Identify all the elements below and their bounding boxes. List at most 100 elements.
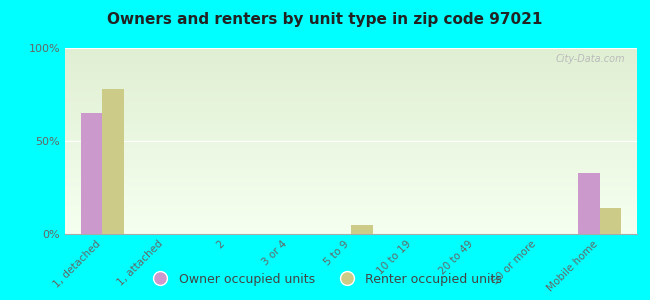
- Bar: [65, 94, 637, 96]
- Bar: [65, 137, 637, 139]
- Bar: [65, 189, 637, 191]
- Bar: [65, 200, 637, 202]
- Bar: [65, 195, 637, 197]
- Bar: [65, 165, 637, 167]
- Bar: [65, 182, 637, 184]
- Bar: [65, 191, 637, 193]
- Bar: [351, 225, 372, 234]
- Bar: [65, 48, 637, 50]
- Bar: [65, 217, 637, 219]
- Bar: [65, 102, 637, 104]
- Bar: [65, 82, 637, 83]
- Bar: [65, 199, 637, 200]
- Bar: [65, 167, 637, 169]
- Bar: [65, 172, 637, 175]
- Bar: [65, 106, 637, 107]
- Bar: [65, 68, 637, 70]
- Legend: Owner occupied units, Renter occupied units: Owner occupied units, Renter occupied un…: [143, 268, 507, 291]
- Bar: [65, 193, 637, 195]
- Bar: [65, 122, 637, 124]
- Bar: [65, 80, 637, 82]
- Bar: [65, 158, 637, 160]
- Bar: [65, 130, 637, 132]
- Bar: [65, 128, 637, 130]
- Bar: [65, 98, 637, 100]
- Bar: [65, 221, 637, 223]
- Bar: [65, 52, 637, 54]
- Bar: [65, 91, 637, 93]
- Bar: [65, 184, 637, 186]
- Bar: [65, 132, 637, 134]
- Bar: [65, 139, 637, 141]
- Text: City-Data.com: City-Data.com: [556, 54, 625, 64]
- Bar: [65, 210, 637, 212]
- Bar: [65, 206, 637, 208]
- Bar: [65, 212, 637, 214]
- Bar: [65, 148, 637, 150]
- Bar: [65, 208, 637, 210]
- Bar: [578, 172, 600, 234]
- Bar: [65, 186, 637, 188]
- Bar: [65, 154, 637, 156]
- Bar: [600, 208, 621, 234]
- Bar: [65, 134, 637, 135]
- Bar: [65, 178, 637, 180]
- Bar: [65, 180, 637, 182]
- Bar: [65, 223, 637, 225]
- Bar: [65, 225, 637, 226]
- Bar: [65, 104, 637, 106]
- Bar: [65, 219, 637, 221]
- Bar: [65, 147, 637, 148]
- Bar: [65, 100, 637, 102]
- Bar: [65, 57, 637, 59]
- Bar: [65, 78, 637, 80]
- Text: Owners and renters by unit type in zip code 97021: Owners and renters by unit type in zip c…: [107, 12, 543, 27]
- Bar: [65, 85, 637, 87]
- Bar: [65, 87, 637, 89]
- Bar: [65, 65, 637, 67]
- Bar: [65, 76, 637, 78]
- Bar: [65, 145, 637, 147]
- Bar: [65, 161, 637, 163]
- Bar: [65, 171, 637, 172]
- Bar: [65, 96, 637, 98]
- Bar: [65, 50, 637, 52]
- Bar: [65, 126, 637, 128]
- Bar: [65, 135, 637, 137]
- Bar: [65, 61, 637, 63]
- Bar: [65, 93, 637, 94]
- Bar: [65, 115, 637, 117]
- Bar: [65, 215, 637, 217]
- Bar: [65, 54, 637, 56]
- Bar: [65, 228, 637, 230]
- Bar: [65, 111, 637, 113]
- Bar: [65, 124, 637, 126]
- Bar: [65, 169, 637, 171]
- Bar: [65, 70, 637, 72]
- Bar: [65, 107, 637, 110]
- Bar: [65, 143, 637, 145]
- Bar: [65, 204, 637, 206]
- Bar: [65, 230, 637, 232]
- Bar: [65, 163, 637, 165]
- Bar: [65, 188, 637, 189]
- Bar: [65, 176, 637, 178]
- Bar: [65, 152, 637, 154]
- Bar: [65, 197, 637, 199]
- Bar: [65, 117, 637, 119]
- Bar: [65, 150, 637, 152]
- Bar: [102, 89, 124, 234]
- Bar: [65, 89, 637, 91]
- Bar: [81, 113, 102, 234]
- Bar: [65, 160, 637, 161]
- Bar: [65, 56, 637, 57]
- Bar: [65, 156, 637, 158]
- Bar: [65, 59, 637, 61]
- Bar: [65, 202, 637, 204]
- Bar: [65, 63, 637, 65]
- Bar: [65, 232, 637, 234]
- Bar: [65, 214, 637, 215]
- Bar: [65, 141, 637, 143]
- Bar: [65, 110, 637, 111]
- Bar: [65, 121, 637, 122]
